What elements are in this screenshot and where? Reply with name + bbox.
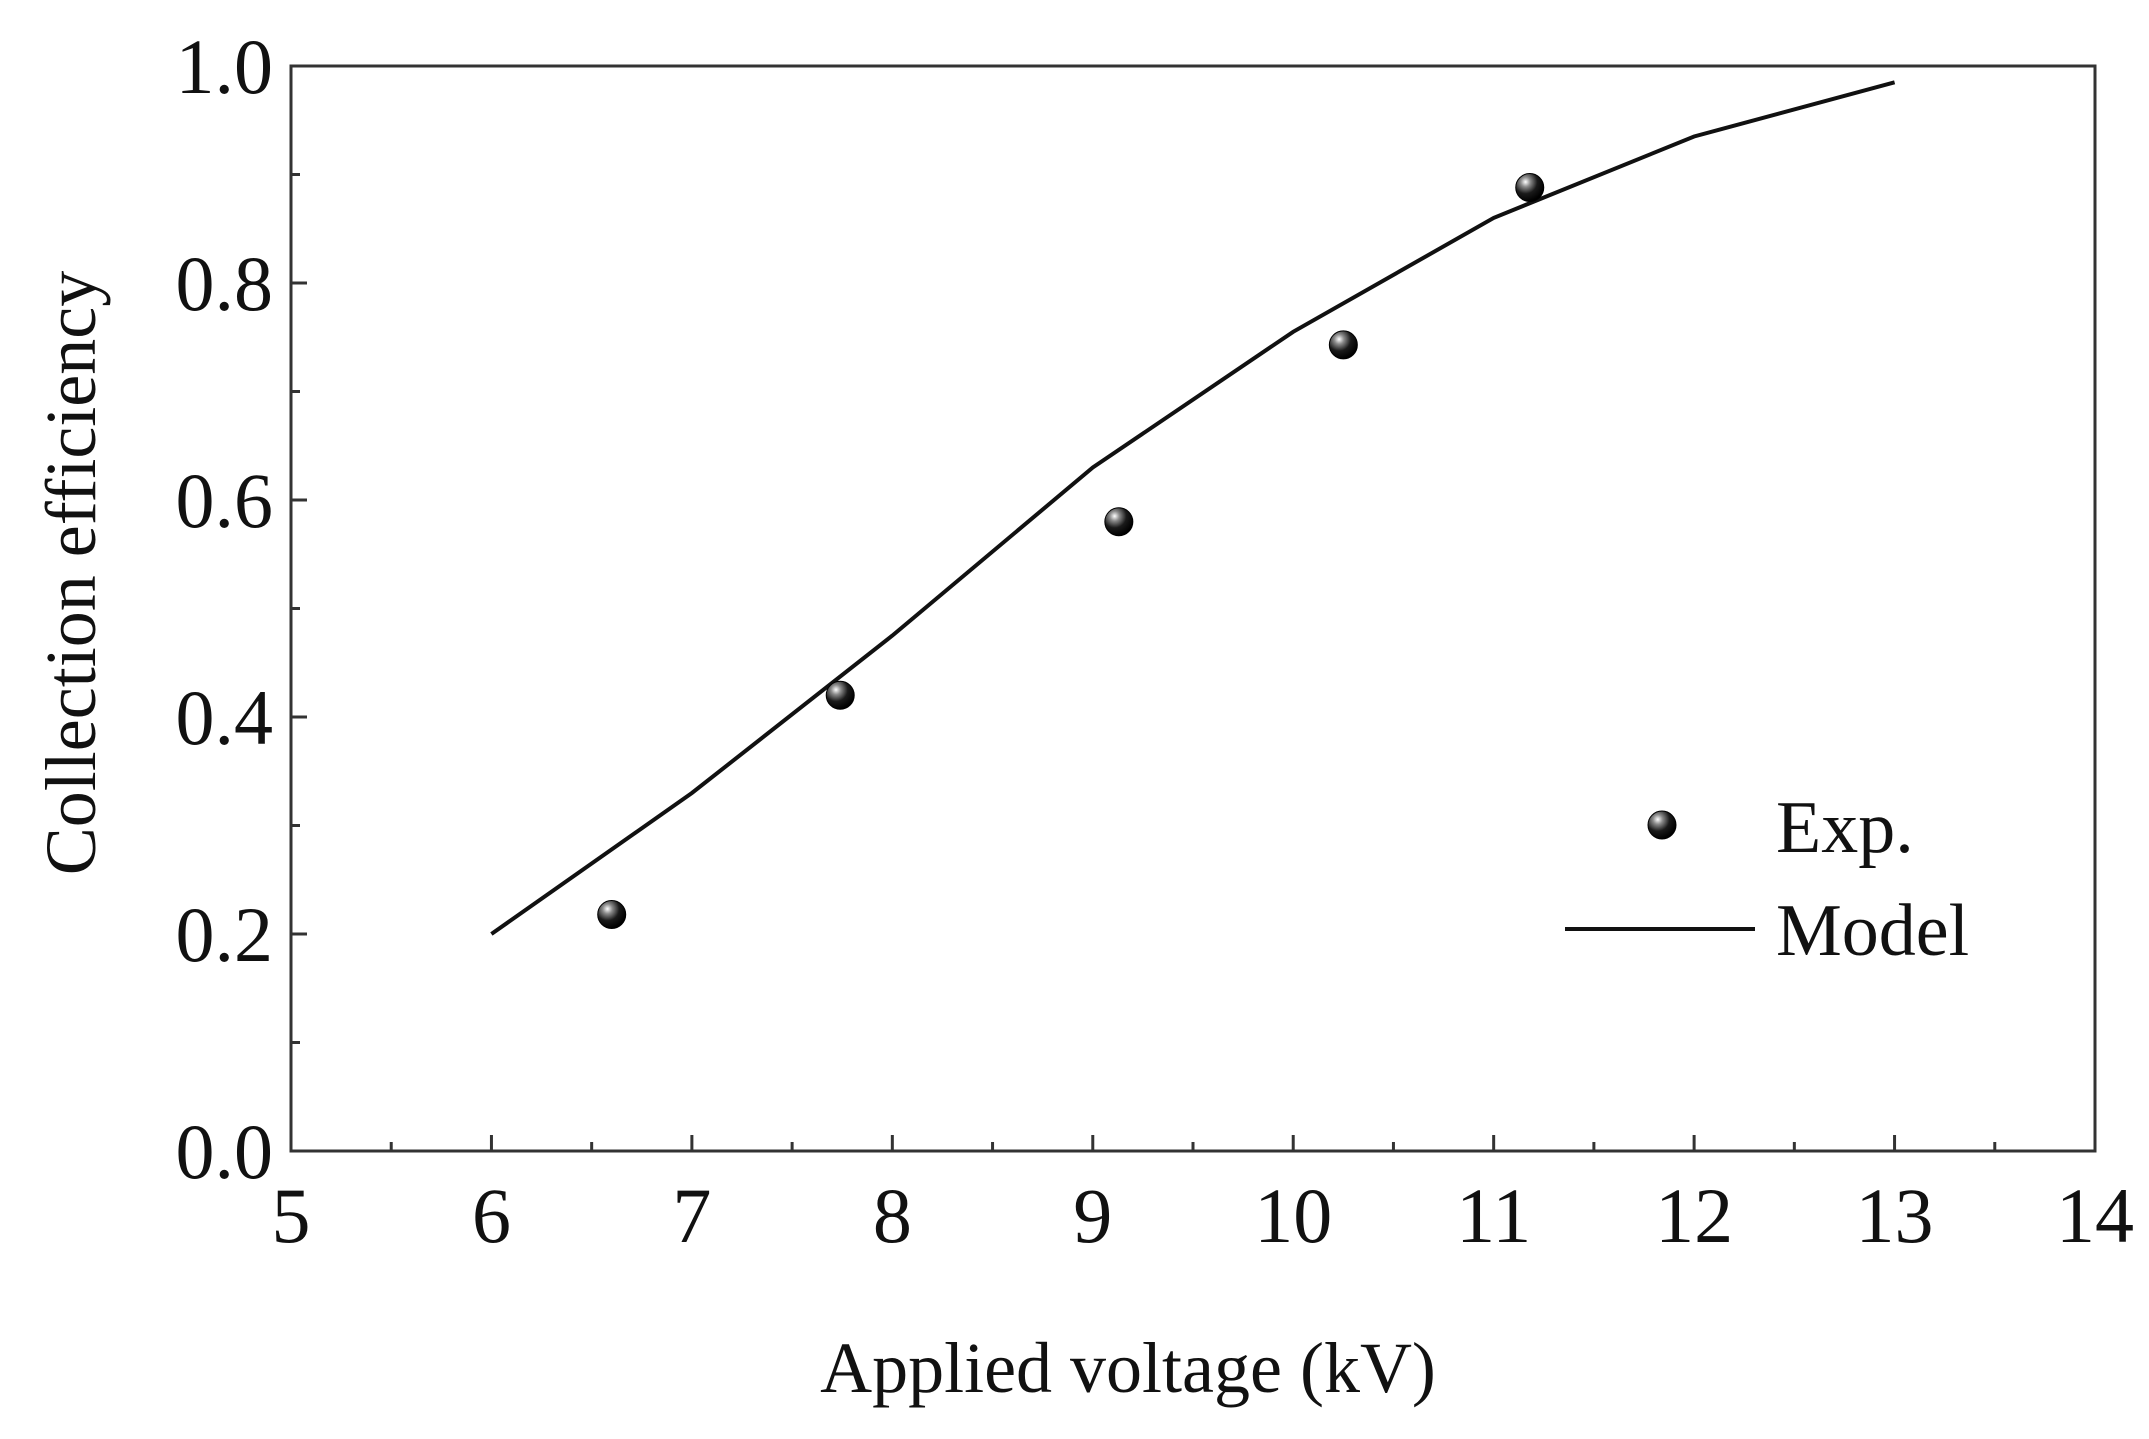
legend-label-model: Model (1776, 890, 1969, 972)
x-tick-label: 12 (1655, 1172, 1733, 1259)
exp-data-point (1328, 330, 1358, 360)
experimental-points (597, 173, 1545, 929)
x-tick-label: 6 (472, 1172, 511, 1259)
exp-data-point (597, 899, 627, 929)
plot-frame (289, 64, 2097, 1153)
y-axis-title: Collection efficiency (31, 271, 111, 875)
x-axis: 5 6 7 8 9 10 11 12 13 14 (272, 1135, 2134, 1259)
y-tick-label: 0.8 (176, 240, 274, 327)
exp-data-point (1515, 173, 1545, 203)
x-axis-title: Applied voltage (kV) (820, 1328, 1436, 1408)
legend-label-exp: Exp. (1776, 787, 1914, 869)
exp-data-point (1104, 507, 1134, 537)
y-tick-label: 0.0 (176, 1108, 274, 1195)
legend-marker-exp-dot (1647, 810, 1677, 840)
x-tick-label: 8 (873, 1172, 912, 1259)
y-tick-label: 0.4 (176, 674, 274, 761)
y-tick-label: 1.0 (176, 23, 274, 110)
x-tick-label: 13 (1856, 1172, 1934, 1259)
y-axis: 0.0 0.2 0.4 0.6 0.8 1.0 (176, 23, 307, 1195)
legend-marker-exp (1647, 810, 1677, 840)
y-tick-label: 0.2 (176, 891, 274, 978)
x-tick-label: 10 (1254, 1172, 1332, 1259)
exp-data-point (825, 680, 855, 710)
y-tick-label: 0.6 (176, 457, 274, 544)
x-tick-label: 7 (672, 1172, 711, 1259)
model-curve (490, 80, 1896, 936)
x-tick-label: 11 (1456, 1172, 1531, 1259)
x-tick-label: 14 (2056, 1172, 2134, 1259)
legend: Exp. Model (1565, 787, 1969, 972)
x-tick-label: 5 (272, 1172, 311, 1259)
x-tick-label: 9 (1073, 1172, 1112, 1259)
